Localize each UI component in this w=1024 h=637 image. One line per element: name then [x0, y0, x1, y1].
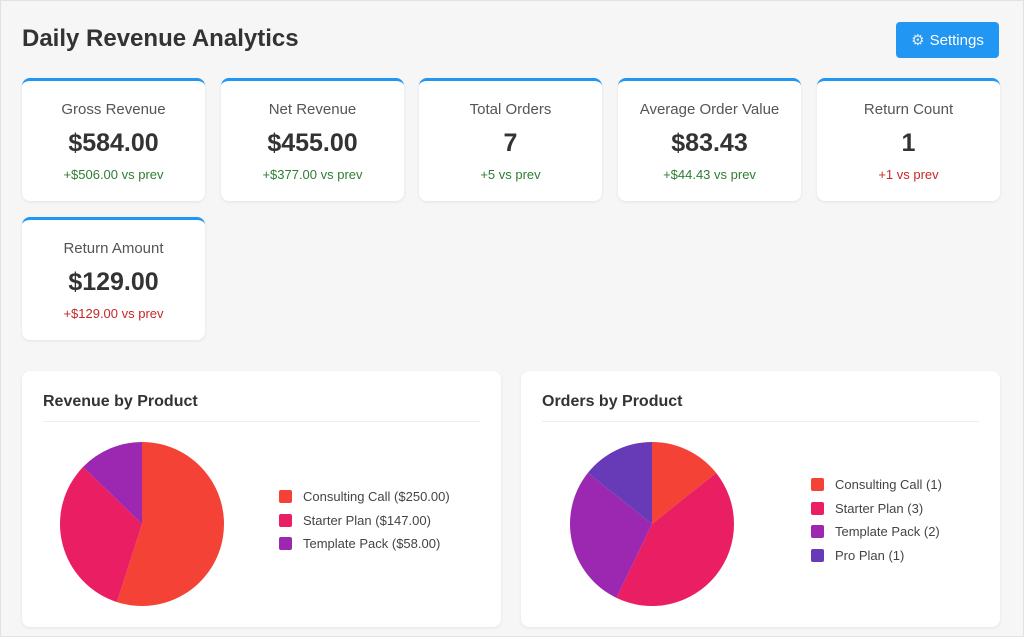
metric-label: Average Order Value [639, 101, 780, 118]
orders-by-product-panel: Orders by Product Consulting Call (1) Sta… [521, 371, 1000, 627]
metric-value: $584.00 [68, 129, 159, 157]
metric-value: $83.43 [671, 129, 748, 157]
metric-value: 7 [503, 129, 518, 157]
metric-card-average-order-value: Average Order Value $83.43 +$44.43 vs pr… [618, 78, 801, 201]
legend-label: Starter Plan (3) [835, 500, 924, 516]
pie-slice-template-pack [83, 442, 142, 524]
orders-pie-chart [570, 442, 734, 606]
legend-item: Consulting Call ($250.00) [279, 485, 450, 509]
legend-label: Consulting Call (1) [835, 477, 942, 493]
legend-item: Starter Plan (3) [811, 497, 942, 521]
metric-value: 1 [901, 129, 916, 157]
legend-swatch [811, 548, 824, 562]
divider [542, 421, 979, 422]
divider [43, 421, 480, 422]
metric-card-total-orders: Total Orders 7 +5 vs prev [419, 78, 602, 201]
pie-slice-consulting-call [652, 442, 717, 524]
pie-slice-starter-plan [59, 466, 142, 603]
metric-value: $129.00 [68, 268, 159, 296]
revenue-pie-chart [59, 442, 225, 606]
metric-delta: +$129.00 vs prev [63, 306, 164, 321]
revenue-legend: Consulting Call ($250.00) Starter Plan ($… [279, 485, 450, 556]
metric-card-net-revenue: Net Revenue $455.00 +$377.00 vs prev [221, 78, 404, 201]
legend-item: Template Pack ($58.00) [279, 532, 450, 556]
revenue-by-product-panel: Revenue by Product Consulting Call ($250… [22, 371, 501, 627]
legend-label: Template Pack (2) [835, 524, 940, 540]
metric-delta: +$506.00 vs prev [63, 167, 164, 182]
gear-icon: ⚙ [911, 31, 925, 49]
metric-delta: +1 vs prev [878, 167, 939, 182]
metric-card-gross-revenue: Gross Revenue $584.00 +$506.00 vs prev [22, 78, 205, 201]
metric-card-return-amount: Return Amount $129.00 +$129.00 vs prev [22, 217, 205, 340]
metric-label: Return Count [863, 101, 954, 118]
legend-item: Starter Plan ($147.00) [279, 509, 450, 533]
metric-delta: +$44.43 vs prev [663, 167, 756, 182]
legend-item: Consulting Call (1) [811, 473, 942, 497]
legend-label: Consulting Call ($250.00) [303, 489, 450, 505]
orders-legend: Consulting Call (1) Starter Plan (3) Templ… [811, 473, 942, 567]
metric-label: Return Amount [63, 240, 164, 257]
chart-title: Revenue by Product [43, 393, 198, 410]
settings-button-label: Settings [929, 31, 984, 49]
metric-label: Gross Revenue [61, 101, 166, 118]
legend-item: Pro Plan (1) [811, 544, 942, 568]
legend-swatch [279, 513, 292, 527]
legend-swatch [279, 490, 292, 504]
metric-label: Net Revenue [268, 101, 357, 118]
page-title: Daily Revenue Analytics [22, 25, 299, 52]
chart-title: Orders by Product [542, 393, 683, 410]
metric-delta: +$377.00 vs prev [262, 167, 363, 182]
legend-swatch [279, 537, 292, 551]
legend-label: Starter Plan ($147.00) [303, 512, 431, 528]
legend-swatch [811, 525, 824, 539]
pie-slice-template-pack [570, 472, 652, 598]
metric-value: $455.00 [267, 129, 358, 157]
metric-label: Total Orders [469, 101, 552, 118]
legend-label: Pro Plan (1) [835, 547, 905, 563]
metric-card-return-count: Return Count 1 +1 vs prev [817, 78, 1000, 201]
legend-swatch [811, 501, 824, 515]
legend-item: Template Pack (2) [811, 520, 942, 544]
legend-label: Template Pack ($58.00) [303, 536, 441, 552]
settings-button[interactable]: ⚙ Settings [896, 22, 999, 58]
pie-slice-pro-plan [587, 442, 652, 524]
pie-slice-consulting-call [116, 442, 225, 606]
metric-delta: +5 vs prev [480, 167, 541, 182]
pie-slice-starter-plan [616, 472, 734, 606]
legend-swatch [811, 478, 824, 492]
